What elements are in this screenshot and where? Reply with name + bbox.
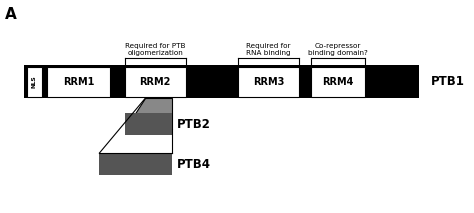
- Bar: [47, 67, 110, 97]
- Bar: [100, 153, 172, 175]
- Text: RRM2: RRM2: [140, 77, 171, 87]
- Text: PTB4: PTB4: [177, 158, 211, 171]
- Text: PTB2: PTB2: [177, 118, 211, 131]
- Text: RRM4: RRM4: [322, 77, 354, 87]
- Text: Required for PTB
oligomerization: Required for PTB oligomerization: [125, 43, 185, 56]
- Bar: [238, 67, 299, 97]
- Bar: [125, 113, 172, 135]
- Bar: [125, 67, 186, 97]
- Bar: [24, 65, 419, 98]
- Polygon shape: [125, 98, 172, 129]
- Text: RRM1: RRM1: [63, 77, 94, 87]
- Text: A: A: [5, 7, 17, 22]
- Bar: [311, 67, 365, 97]
- Text: Co-repressor
binding domain?: Co-repressor binding domain?: [308, 43, 368, 56]
- Bar: [27, 67, 42, 97]
- Text: PTB1: PTB1: [431, 75, 465, 88]
- Text: Required for
RNA binding: Required for RNA binding: [246, 43, 291, 56]
- Text: NLS: NLS: [32, 76, 37, 88]
- Text: RRM3: RRM3: [253, 77, 284, 87]
